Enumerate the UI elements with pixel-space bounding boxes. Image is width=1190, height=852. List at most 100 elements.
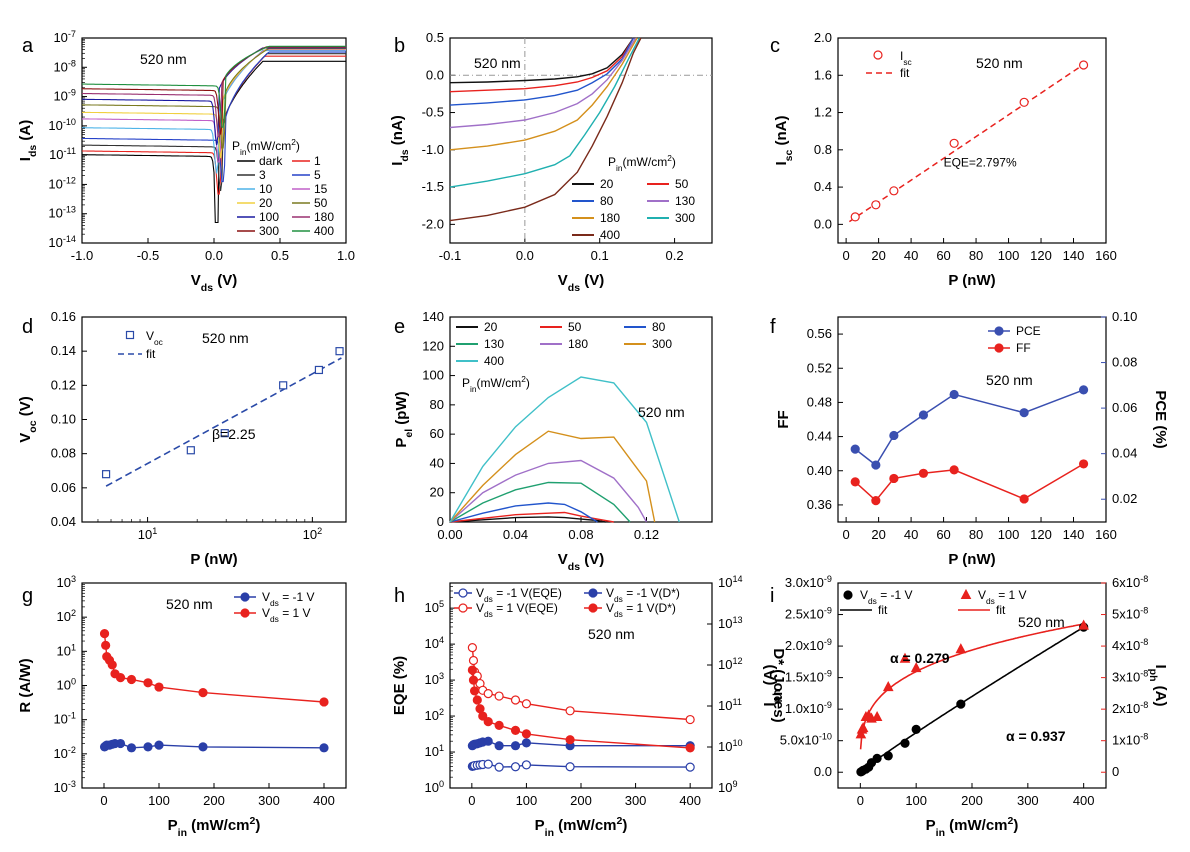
data-point xyxy=(685,743,695,753)
legend-label-300: 300 xyxy=(652,337,672,351)
data-point xyxy=(143,678,153,688)
x-tick-label: 0.2 xyxy=(666,248,684,263)
annotation-wavelength: 520 nm xyxy=(140,51,187,67)
y-axis-label: Isc (nA) xyxy=(773,115,795,165)
y-tick-label: 10-11 xyxy=(49,146,76,162)
series-line-180 xyxy=(449,37,638,151)
y-tick-label: 103 xyxy=(424,671,444,687)
legend-label: Vds = 1 V(EQE) xyxy=(476,601,558,619)
y2-tick-label: 5x10-8 xyxy=(1112,606,1148,622)
x-axis-label: Vds (V) xyxy=(558,551,604,573)
legend-label-50: 50 xyxy=(568,320,582,334)
annotation-wavelength: 520 nm xyxy=(976,55,1023,71)
series-line xyxy=(471,647,691,721)
legend-title: Pin(mW/cm2) xyxy=(462,374,530,394)
y-tick-label: 10-13 xyxy=(48,205,76,221)
data-point xyxy=(494,720,504,730)
y2-tick-label: 109 xyxy=(718,779,738,795)
panel-e: 0.00 0.04 0.08 0.12 0 20 40 60 80 100 120 140 Vds (V… xyxy=(393,309,713,573)
legend-label-180: 180 xyxy=(600,211,620,225)
data-point xyxy=(872,753,882,763)
y-tick-label: 0.08 xyxy=(51,446,76,461)
y-tick-label: -1.0 xyxy=(422,142,444,157)
data-point-FF xyxy=(871,496,881,506)
y-tick-label: 0.5 xyxy=(426,30,444,45)
data-point-FF xyxy=(889,473,899,484)
y-tick-label: 0.16 xyxy=(51,309,76,324)
plot-frame xyxy=(81,316,347,523)
y-tick-label: 0.0 xyxy=(814,764,832,779)
fit-annotation-black: α = 0.937 xyxy=(1006,728,1066,744)
data-point xyxy=(115,673,126,683)
data-point xyxy=(468,675,479,685)
x-axis-label: P (nW) xyxy=(948,551,995,568)
y-axis-label: Ids (A) xyxy=(17,120,39,161)
y-tick-label: 0 xyxy=(437,514,444,529)
legend-label-50: 50 xyxy=(314,196,328,210)
y-tick-label: 2.5x10-9 xyxy=(785,606,832,622)
legend-marker xyxy=(240,608,250,618)
panel-label-d: d xyxy=(22,316,33,338)
x-tick-label: 40 xyxy=(904,527,918,542)
x-tick-label: 20 xyxy=(871,248,885,263)
y-tick-label: -0.5 xyxy=(422,105,444,120)
y-tick-label: 2.0x10-9 xyxy=(785,637,832,653)
y-tick-label: 100 xyxy=(422,368,444,383)
series-line-50 xyxy=(449,511,614,523)
series-line-1 xyxy=(82,55,346,195)
y-tick-label: 80 xyxy=(430,397,444,412)
panel-label-b: b xyxy=(394,35,405,57)
y-tick-label: 0.12 xyxy=(51,377,76,392)
data-point xyxy=(521,729,532,739)
y2-tick-label: 1x10-8 xyxy=(1112,732,1148,748)
data-point xyxy=(1078,619,1090,630)
x-tick-label: 100 xyxy=(905,793,927,808)
x-tick-label: 0.00 xyxy=(437,527,462,542)
legend-marker xyxy=(458,588,468,598)
x-tick-label: 400 xyxy=(1073,793,1095,808)
y-tick-label: 101 xyxy=(424,743,444,759)
data-point xyxy=(871,710,883,722)
x-tick-label: 0.08 xyxy=(568,527,593,542)
x-tick-label: 0 xyxy=(843,248,850,263)
legend-label-3: 3 xyxy=(259,168,266,182)
legend-label-fit: fit xyxy=(878,603,888,617)
panel-a: -1.0 -0.5 0.0 0.5 1.0 10-14 10-13 10-12 10-11 10-… xyxy=(17,29,355,294)
data-point xyxy=(889,186,899,196)
y-tick-label: 10-2 xyxy=(53,745,76,761)
data-point-FF xyxy=(949,465,959,475)
series-line-50 xyxy=(449,37,634,93)
y2-tick-label: 0.06 xyxy=(1112,400,1137,415)
y2-tick-label: 0 xyxy=(1112,764,1119,779)
y-tick-label: 0.48 xyxy=(807,394,832,409)
y2-tick-label: 0.04 xyxy=(1112,446,1137,461)
x-axis-label: Vds (V) xyxy=(191,272,237,294)
legend-label-FF: FF xyxy=(1016,341,1031,355)
x-tick-label: -0.5 xyxy=(137,248,159,263)
legend-label: Vds = -1 V xyxy=(860,588,913,606)
data-point xyxy=(899,652,911,663)
data-point xyxy=(483,689,493,699)
series-line-180 xyxy=(449,459,648,523)
y-tick-label: 0.40 xyxy=(807,463,832,478)
annotation-wavelength: 520 nm xyxy=(202,330,249,346)
fit-annotation-red: α = 0.279 xyxy=(890,650,950,666)
x-tick-label: 200 xyxy=(203,793,225,808)
legend-title: Pin(mW/cm2) xyxy=(608,153,676,173)
data-point xyxy=(882,681,894,692)
y-axis-label: EQE (%) xyxy=(391,656,408,715)
series-line xyxy=(472,763,691,768)
x-tick-label: 140 xyxy=(1063,248,1085,263)
y-tick-label: 0.14 xyxy=(51,343,76,358)
data-point xyxy=(510,725,521,735)
data-point xyxy=(467,643,477,653)
legend-label-180: 180 xyxy=(314,210,334,224)
y2-axis-label: D* (Jones) xyxy=(770,648,787,722)
data-point xyxy=(685,714,695,725)
data-point xyxy=(469,686,480,696)
series-line xyxy=(103,633,325,703)
plot-frame xyxy=(837,37,1107,244)
data-point xyxy=(186,446,195,455)
series-line-5 xyxy=(82,51,346,183)
annotation-wavelength: 520 nm xyxy=(588,626,635,642)
